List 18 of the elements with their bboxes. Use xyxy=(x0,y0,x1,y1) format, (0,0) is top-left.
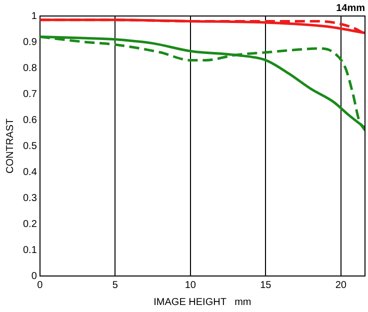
x-axis-title: IMAGE HEIGHT mm xyxy=(154,296,252,308)
y-tick-label: 0 xyxy=(31,270,38,282)
y-tick-label: 0.5 xyxy=(22,140,38,152)
y-tick-label: 0.4 xyxy=(22,166,38,178)
x-tick-label: 20 xyxy=(335,280,347,291)
y-tick-label: 0.3 xyxy=(22,192,38,204)
y-tick-label: 0.7 xyxy=(22,88,38,100)
y-tick-label: 0.8 xyxy=(22,62,38,74)
y-tick-label: 0.6 xyxy=(22,114,38,126)
y-tick-label: 1 xyxy=(31,10,38,22)
chart-title: 14mm xyxy=(336,2,366,14)
y-tick-label: 0.1 xyxy=(22,244,38,256)
x-tick-label: 5 xyxy=(112,280,118,291)
x-tick-label: 10 xyxy=(184,280,196,291)
x-tick-label: 15 xyxy=(260,280,272,291)
y-axis-title: CONTRAST xyxy=(4,118,16,174)
y-tick-label: 0.9 xyxy=(22,36,38,48)
y-tick-label: 0.2 xyxy=(22,218,38,230)
